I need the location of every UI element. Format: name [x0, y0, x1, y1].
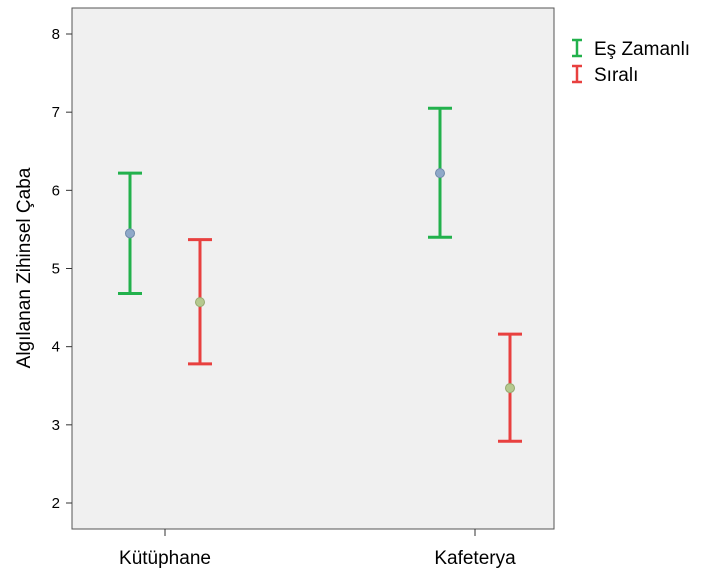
x-axis: Kütüphane Kafeterya [119, 529, 516, 569]
error-bar [498, 332, 522, 443]
y-tick-label: 4 [52, 339, 60, 356]
mean-point [505, 383, 515, 394]
y-tick-label: 6 [52, 182, 60, 199]
y-tick-label: 8 [52, 26, 60, 43]
error-bar [118, 171, 142, 296]
mean-point [125, 228, 135, 239]
legend: Eş Zamanlı Sıralı [572, 38, 690, 86]
legend-item: Eş Zamanlı [572, 38, 690, 60]
plot-area [71, 7, 555, 530]
legend-label: Sıralı [594, 65, 638, 86]
mean-point [435, 168, 445, 179]
y-axis-title: Algılanan Zihinsel Çaba [14, 167, 35, 368]
x-category-label: Kütüphane [119, 548, 211, 569]
data-marks [118, 106, 522, 443]
y-tick-label: 5 [52, 261, 60, 278]
legend-item: Sıralı [572, 64, 638, 86]
y-tick-label: 7 [52, 104, 60, 121]
error-bar [188, 238, 212, 366]
error-bar [428, 106, 452, 239]
y-tick-label: 3 [52, 417, 60, 434]
x-category-label: Kafeterya [434, 548, 516, 569]
y-axis: 2 3 4 5 6 7 8 [52, 26, 72, 512]
y-tick-label: 2 [52, 495, 60, 512]
legend-label: Eş Zamanlı [594, 39, 690, 60]
mean-point [195, 297, 205, 308]
